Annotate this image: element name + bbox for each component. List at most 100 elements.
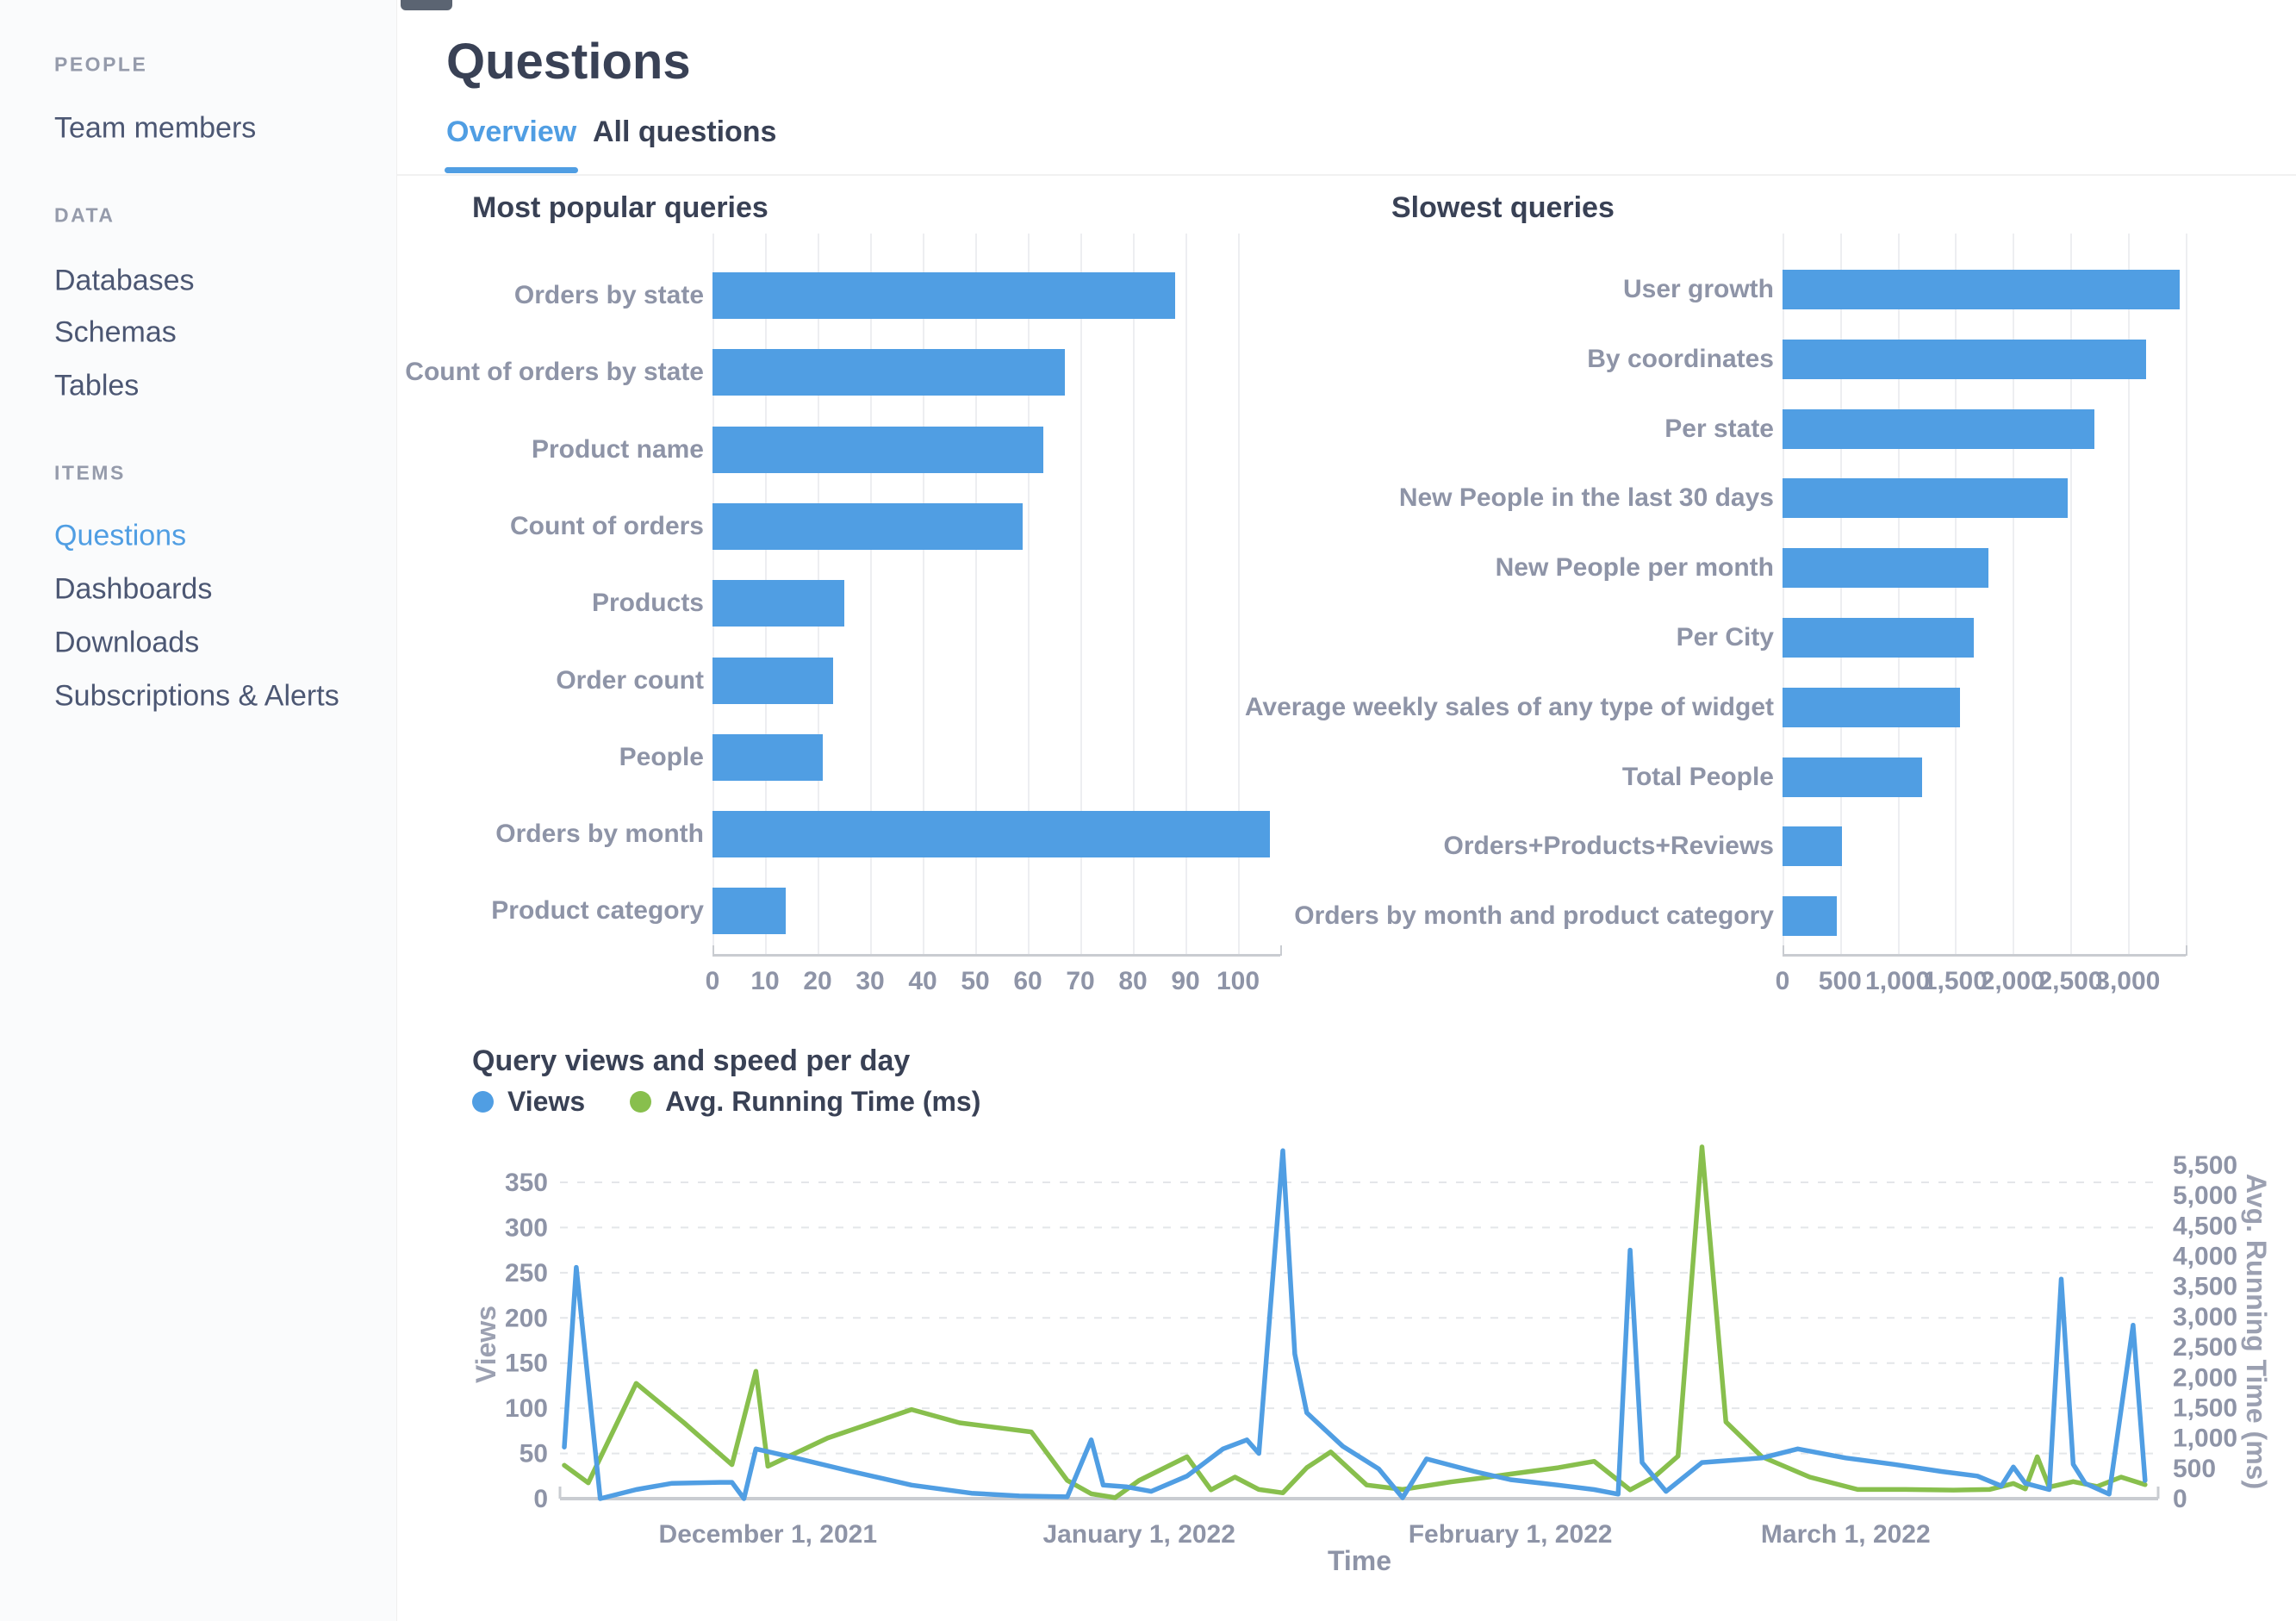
gridline bbox=[1080, 234, 1082, 954]
y-right-tick-label: 4,000 bbox=[2173, 1243, 2237, 1271]
tab-bar-divider bbox=[397, 174, 2296, 176]
bar[interactable] bbox=[712, 272, 1175, 319]
y-right-tick-label: 5,000 bbox=[2173, 1181, 2237, 1210]
tab-overview[interactable]: Overview bbox=[444, 115, 579, 173]
page-title: Questions bbox=[446, 34, 691, 90]
x-axis-tick-label: 0 bbox=[1775, 967, 1790, 995]
axis-end-tick bbox=[2185, 945, 2187, 956]
y-right-tick-label: 500 bbox=[2173, 1455, 2216, 1483]
bar-row-label: Total People bbox=[1621, 762, 1774, 791]
bar[interactable] bbox=[1783, 757, 1922, 797]
sidebar-item-tables[interactable]: Tables bbox=[54, 369, 140, 402]
x-axis-tick-label: 10 bbox=[750, 967, 780, 995]
x-axis-tick-label: 60 bbox=[1013, 967, 1042, 995]
y-right-tick-label: 0 bbox=[2173, 1485, 2187, 1513]
y-left-tick-label: 300 bbox=[505, 1213, 548, 1242]
running-time-line-series bbox=[562, 1144, 2148, 1500]
bar[interactable] bbox=[1783, 339, 2147, 379]
gridline bbox=[1783, 234, 1784, 954]
top-edge-artifact bbox=[401, 0, 452, 10]
sidebar-item-dashboards[interactable]: Dashboards bbox=[54, 572, 213, 606]
bar[interactable] bbox=[1783, 896, 1837, 937]
gridline bbox=[870, 234, 872, 954]
gridline bbox=[2127, 234, 2130, 954]
x-axis-tick-label: 30 bbox=[856, 967, 885, 995]
bar[interactable] bbox=[1783, 826, 1843, 867]
tab-all-questions[interactable]: All questions bbox=[593, 115, 777, 148]
bar[interactable] bbox=[1783, 478, 2069, 519]
bar-row-label: Count of orders bbox=[510, 511, 704, 540]
bar-row-label: User growth bbox=[1622, 275, 1774, 303]
gridline bbox=[975, 234, 977, 954]
y-left-tick-label: 150 bbox=[505, 1350, 548, 1378]
sidebar-item-questions[interactable]: Questions bbox=[54, 519, 187, 552]
x-axis-tick-label: 70 bbox=[1066, 967, 1095, 995]
sidebar-item-databases[interactable]: Databases bbox=[54, 264, 195, 297]
running-time-legend-dot-icon bbox=[630, 1090, 652, 1113]
bar-row-label: Orders by month and product category bbox=[1294, 901, 1774, 931]
bar[interactable] bbox=[712, 349, 1065, 396]
sidebar-item-downloads[interactable]: Downloads bbox=[54, 626, 200, 659]
sidebar-section-people: PEOPLE bbox=[54, 53, 148, 76]
bar-row-label: New People per month bbox=[1495, 553, 1774, 583]
y-left-tick-label: 200 bbox=[505, 1304, 548, 1332]
y-left-axis-title: Views bbox=[470, 1306, 501, 1383]
sidebar-section-data: DATA bbox=[54, 203, 115, 227]
chart-title-most-popular-queries: Most popular queries bbox=[472, 191, 768, 224]
sidebar-item-subscriptions-alerts[interactable]: Subscriptions & Alerts bbox=[54, 679, 339, 713]
gridline bbox=[1955, 234, 1957, 954]
bar[interactable] bbox=[1783, 408, 2095, 449]
y-right-tick-label: 3,500 bbox=[2173, 1273, 2237, 1301]
bar[interactable] bbox=[712, 580, 844, 627]
x-axis-tick-label: 90 bbox=[1171, 967, 1200, 995]
bar[interactable] bbox=[1783, 270, 2180, 309]
x-axis-tick-label: 1,000 bbox=[1865, 967, 1931, 995]
views-line-series bbox=[562, 1148, 2148, 1501]
chart-title-query-views-speed: Query views and speed per day bbox=[472, 1044, 911, 1077]
x-axis-tick-label: 40 bbox=[908, 967, 937, 995]
gridline bbox=[2013, 234, 2015, 954]
x-axis-month-label: January 1, 2022 bbox=[1042, 1520, 1235, 1549]
bar[interactable] bbox=[712, 888, 787, 935]
bar[interactable] bbox=[1783, 618, 1974, 658]
sidebar: PEOPLE Team members DATA Databases Schem… bbox=[0, 0, 397, 1621]
bar[interactable] bbox=[712, 811, 1270, 858]
bar-row-label: Per state bbox=[1664, 414, 1774, 443]
gridline bbox=[2185, 234, 2187, 954]
y-left-tick-label: 0 bbox=[533, 1485, 548, 1513]
bar[interactable] bbox=[712, 657, 834, 704]
bar-row-label: Orders by month bbox=[495, 820, 704, 849]
x-axis-tick-label: 0 bbox=[705, 967, 720, 995]
gridline bbox=[923, 234, 924, 954]
bar[interactable] bbox=[1783, 687, 1960, 727]
x-axis-tick-label: 500 bbox=[1818, 967, 1862, 995]
x-axis-tick-label: 2,000 bbox=[1980, 967, 2045, 995]
y-right-tick-label: 2,500 bbox=[2173, 1333, 2237, 1362]
bar-row-label: Orders+Products+Reviews bbox=[1443, 832, 1774, 861]
x-axis-tick-label: 20 bbox=[803, 967, 832, 995]
y-right-tick-label: 5,500 bbox=[2173, 1151, 2237, 1180]
x-axis-month-label: March 1, 2022 bbox=[1761, 1520, 1931, 1549]
bar[interactable] bbox=[712, 426, 1044, 473]
sidebar-item-schemas[interactable]: Schemas bbox=[54, 315, 177, 349]
x-axis-tick-label: 3,000 bbox=[2095, 967, 2161, 995]
bar[interactable] bbox=[712, 733, 824, 781]
bar[interactable] bbox=[712, 502, 1023, 550]
y-right-tick-label: 4,500 bbox=[2173, 1212, 2237, 1240]
bar-row-label: People bbox=[619, 742, 704, 771]
axis-end-tick bbox=[712, 945, 714, 956]
bar-row-label: Per City bbox=[1676, 623, 1774, 652]
x-axis-month-label: December 1, 2021 bbox=[659, 1520, 878, 1549]
bar-row-label: Order count bbox=[556, 665, 704, 695]
x-axis-line bbox=[712, 954, 1280, 957]
sidebar-item-team-members[interactable]: Team members bbox=[54, 111, 257, 145]
x-axis-month-label: February 1, 2022 bbox=[1409, 1520, 1613, 1549]
running-time-legend-label: Avg. Running Time (ms) bbox=[665, 1085, 981, 1117]
x-axis-tick-label: 50 bbox=[961, 967, 990, 995]
bar-row-label: Products bbox=[591, 589, 704, 618]
bar-row-label: Product category bbox=[491, 896, 704, 926]
bar[interactable] bbox=[1783, 548, 1989, 589]
line-chart-legend: Views Avg. Running Time (ms) bbox=[472, 1084, 980, 1119]
x-axis-tick-label: 1,500 bbox=[1922, 967, 1988, 995]
